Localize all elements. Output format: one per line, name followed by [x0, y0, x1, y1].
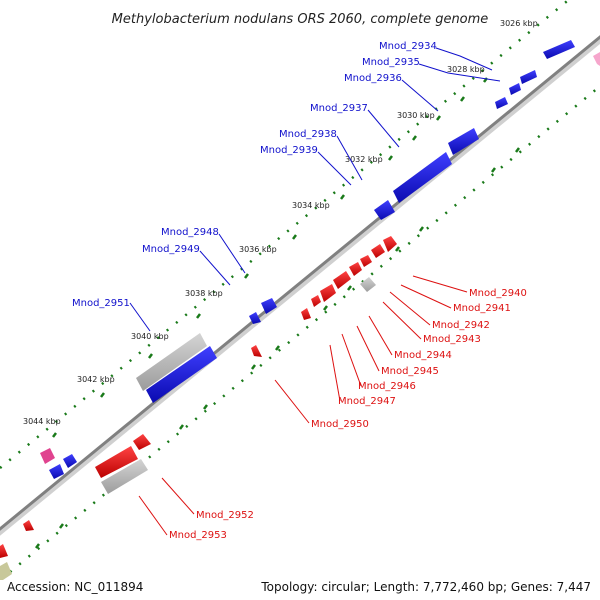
gene-feature[interactable]	[63, 454, 77, 468]
genome-stats-text: Topology: circular; Length: 7,772,460 bp…	[261, 580, 591, 594]
gene-feature[interactable]	[371, 244, 385, 258]
gene-feature[interactable]	[520, 70, 537, 84]
gene-label[interactable]: Mnod_2942	[432, 320, 490, 331]
reverse-leaders	[138, 275, 468, 536]
tick-label: 3032 kbp	[345, 155, 383, 164]
gene-label[interactable]: Mnod_2950	[311, 419, 369, 430]
gene-label[interactable]: Mnod_2945	[381, 366, 439, 377]
gene-label[interactable]: Mnod_2951	[72, 298, 130, 309]
tick-label: 3044 kbp	[23, 417, 61, 426]
gene-feature[interactable]	[261, 298, 277, 314]
gene-label[interactable]: Mnod_2937	[310, 103, 368, 114]
gene-label[interactable]: Mnod_2946	[358, 381, 416, 392]
backbone	[0, 35, 600, 536]
forward-genes	[49, 40, 575, 479]
forward-leaders	[129, 47, 501, 332]
gene-feature[interactable]	[333, 271, 351, 289]
gene-feature[interactable]	[0, 544, 8, 558]
gene-label[interactable]: Mnod_2952	[196, 510, 254, 521]
misc-feature[interactable]	[593, 52, 600, 66]
gene-feature[interactable]	[509, 83, 521, 95]
tick-label: 3042 kbp	[77, 375, 115, 384]
gene-feature[interactable]	[383, 236, 397, 252]
gene-label[interactable]: Mnod_2934	[379, 41, 437, 52]
tick-track-outer	[0, 0, 571, 469]
accession-text: Accession: NC_011894	[7, 580, 144, 594]
other-features	[0, 52, 600, 580]
gene-feature[interactable]	[49, 464, 64, 479]
gene-feature[interactable]	[146, 346, 217, 403]
gene-label[interactable]: Mnod_2949	[142, 244, 200, 255]
gene-feature[interactable]	[95, 446, 138, 478]
forward-labels: Mnod_2934 Mnod_2935 Mnod_2936 Mnod_2937 …	[72, 41, 437, 309]
tick-labels: 3026 kbp 3028 kbp 3030 kbp 3032 kbp 3034…	[23, 19, 538, 426]
map-title: Methylobacterium nodulans ORS 2060, comp…	[112, 12, 489, 27]
tick-label: 3036 kbp	[239, 245, 277, 254]
gene-label[interactable]: Mnod_2947	[338, 396, 396, 407]
gene-label[interactable]: Mnod_2944	[394, 350, 452, 361]
tick-label: 3030 kbp	[397, 111, 435, 120]
gene-feature[interactable]	[251, 345, 262, 357]
gene-label[interactable]: Mnod_2953	[169, 530, 227, 541]
gene-feature[interactable]	[360, 255, 372, 267]
gene-feature[interactable]	[133, 434, 151, 450]
gene-feature[interactable]	[393, 152, 452, 203]
misc-feature[interactable]	[40, 448, 55, 464]
gene-feature[interactable]	[374, 200, 395, 220]
tick-label: 3040 kbp	[131, 332, 169, 341]
gene-feature[interactable]	[301, 308, 311, 320]
gene-feature[interactable]	[495, 97, 508, 109]
misc-feature[interactable]	[0, 562, 12, 580]
tick-label: 3034 kbp	[292, 201, 330, 210]
gene-label[interactable]: Mnod_2938	[279, 129, 337, 140]
pseudogene-feature[interactable]	[360, 277, 376, 292]
gene-label[interactable]: Mnod_2940	[469, 288, 527, 299]
pseudogene-feature[interactable]	[136, 333, 207, 391]
reverse-labels: Mnod_2940 Mnod_2941 Mnod_2942 Mnod_2943 …	[169, 288, 527, 541]
gene-feature[interactable]	[448, 128, 479, 155]
gene-feature[interactable]	[543, 40, 575, 59]
gene-label[interactable]: Mnod_2941	[453, 303, 511, 314]
gene-label[interactable]: Mnod_2939	[260, 145, 318, 156]
gene-feature[interactable]	[349, 262, 362, 276]
tick-label: 3028 kbp	[447, 65, 485, 74]
tick-label: 3026 kbp	[500, 19, 538, 28]
pseudogene-feature[interactable]	[101, 459, 148, 494]
reverse-genes	[0, 236, 397, 558]
tick-label: 3038 kbp	[185, 289, 223, 298]
gene-feature[interactable]	[320, 284, 336, 302]
gene-feature[interactable]	[23, 520, 34, 531]
gene-feature[interactable]	[249, 312, 261, 324]
gene-label[interactable]: Mnod_2943	[423, 334, 481, 345]
gene-label[interactable]: Mnod_2935	[362, 57, 420, 68]
gene-label[interactable]: Mnod_2948	[161, 227, 219, 238]
gene-feature[interactable]	[311, 295, 321, 307]
gene-label[interactable]: Mnod_2936	[344, 73, 402, 84]
